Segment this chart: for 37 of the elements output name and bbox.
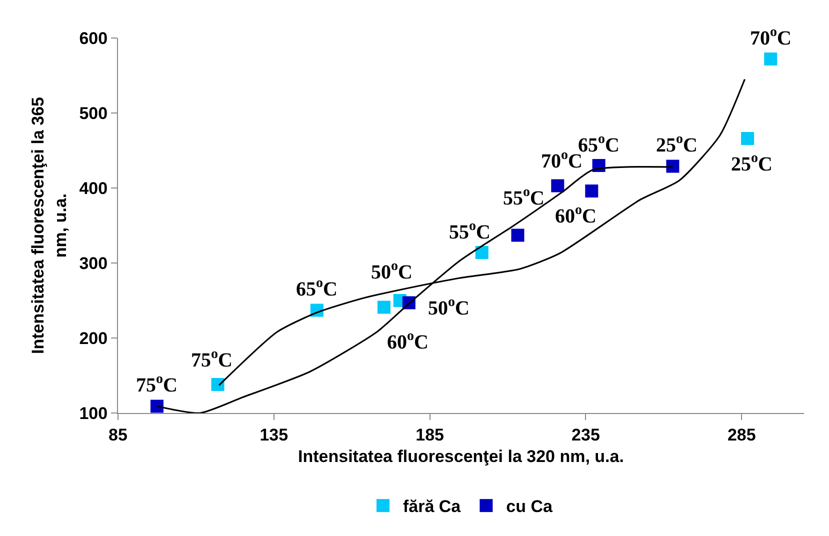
point: [741, 132, 754, 145]
point: [475, 246, 488, 259]
annotation: 55$^{o}$C: [449, 219, 490, 244]
x-axis-title: Intensitatea fluorescenţei la 320 nm, u.a.: [298, 446, 624, 466]
y-tick-label: 600: [79, 28, 108, 48]
point: [585, 184, 598, 198]
point: [551, 179, 564, 192]
annotation: 75$^{o}$C: [191, 347, 232, 372]
x-tick-label: 85: [108, 425, 128, 444]
annotation: 25$^{o}$C: [731, 151, 772, 176]
annotation: 70$^{o}$C: [750, 25, 792, 50]
y-tick-label: 200: [79, 328, 108, 348]
annotation: 75$^{o}$C: [136, 372, 178, 396]
x-tick-label: 185: [416, 425, 444, 444]
point: [150, 400, 164, 413]
x-tick-label: 135: [260, 425, 288, 444]
point: [511, 228, 524, 242]
point: [377, 300, 390, 314]
y-tick-label: 100: [79, 404, 108, 423]
annotation: 50$^{o}$C: [428, 295, 470, 320]
point: [211, 378, 224, 391]
point: [666, 160, 680, 173]
point: [764, 52, 778, 66]
y-tick-label: 300: [79, 254, 108, 273]
annotation: 60$^{o}$C: [555, 203, 596, 228]
legend-label: fără Ca: [403, 497, 462, 516]
x-tick-label: 235: [572, 425, 600, 444]
annotation: 60$^{o}$C: [387, 329, 428, 354]
annotation: 55$^{o}$C: [503, 185, 544, 210]
y-tick-label: 400: [79, 178, 108, 198]
x-tick-label: 285: [727, 425, 756, 444]
y-tick-label: 500: [79, 104, 108, 123]
legend-label: cu Ca: [506, 497, 554, 516]
annotation: 25$^{o}$C: [656, 132, 698, 156]
annotation: 65$^{o}$C: [296, 276, 338, 300]
y-axis-title: Intensitatea fluorescenţei la 365 nm, u.a.: [28, 97, 70, 354]
annotation: 50$^{o}$C: [371, 259, 412, 284]
